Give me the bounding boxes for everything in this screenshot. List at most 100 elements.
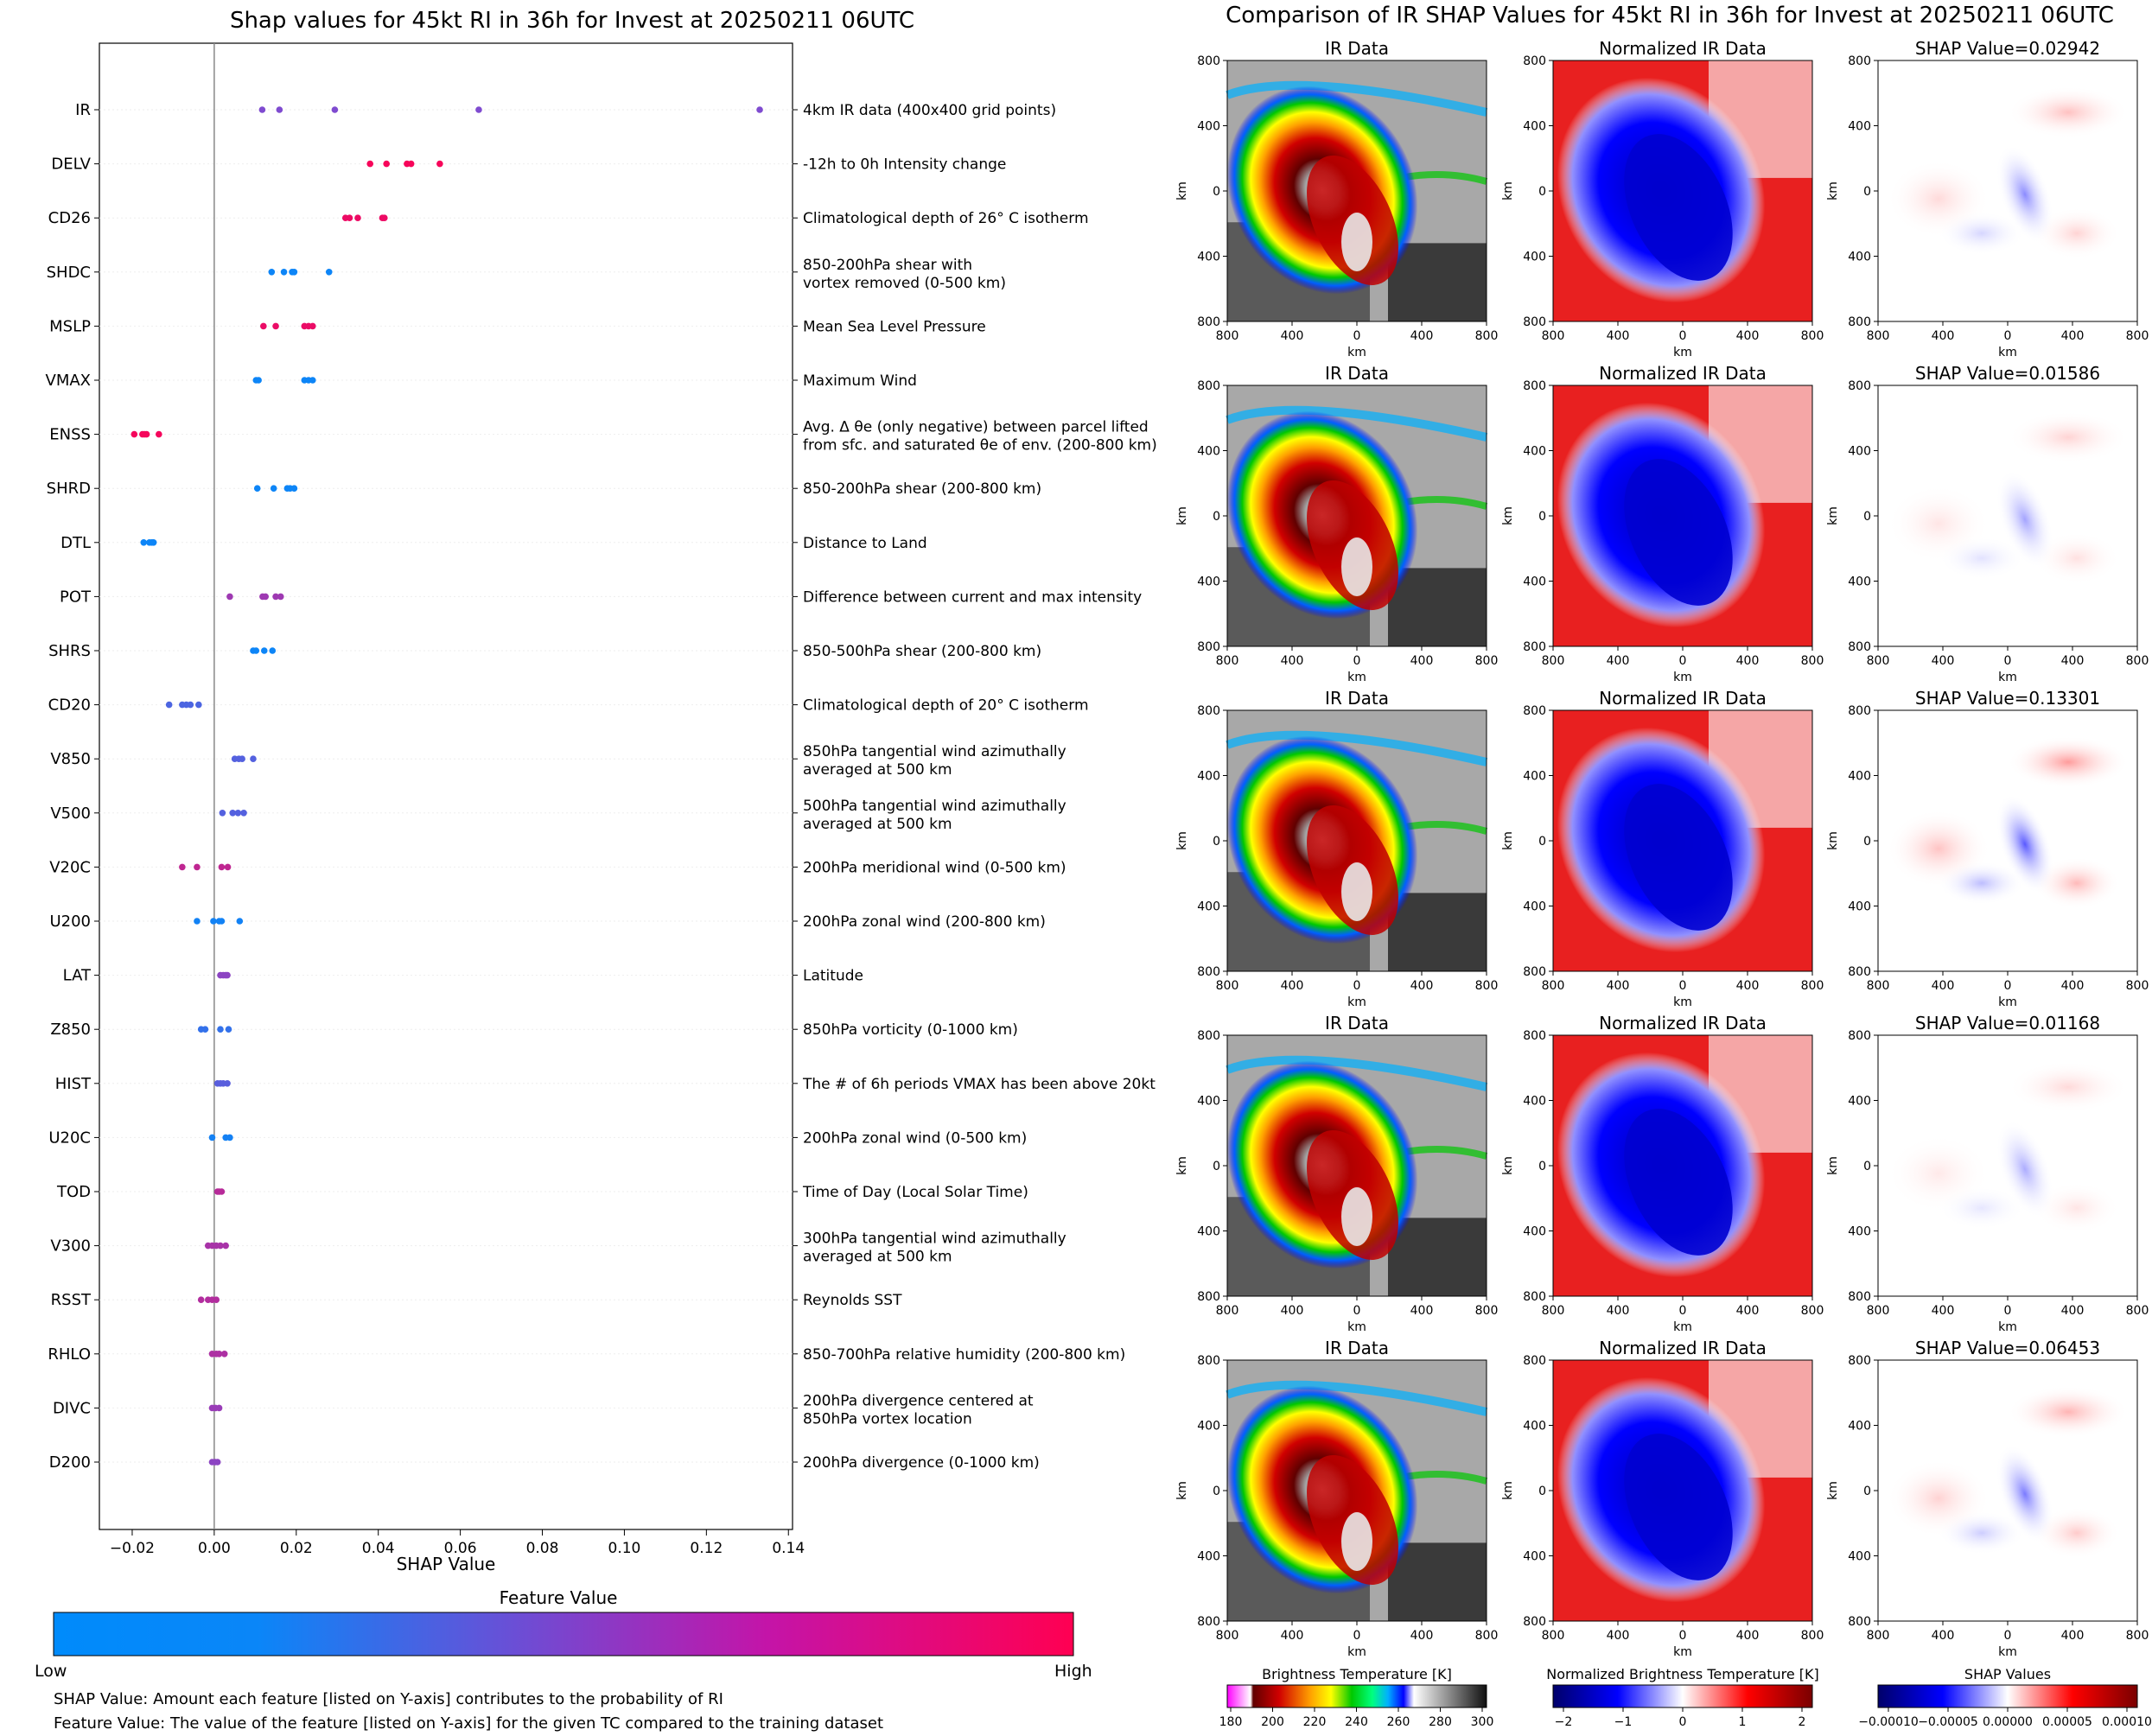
ir-cold-top	[1341, 862, 1372, 921]
shap-point-mslp	[260, 322, 267, 330]
shap-point-u200	[218, 918, 226, 925]
shap-point-v20c	[194, 863, 201, 871]
feature-description: 850-500hPa shear (200-800 km)	[803, 643, 1041, 660]
colorbar-title: Feature Value	[500, 1587, 618, 1608]
feature-description: Latitude	[803, 968, 863, 985]
x-tick-label: 800	[1475, 329, 1499, 343]
feature-label-dtl: DTL	[60, 534, 91, 552]
shap-point-u200	[210, 918, 217, 925]
y-axis-label: km	[1501, 1481, 1515, 1500]
image-grid: IR Data80080040040000400400800800kmkmNor…	[1175, 38, 2149, 1659]
shap-point-dtl	[150, 539, 157, 546]
y-tick-label: 800	[1197, 315, 1220, 329]
ir-cloud-band	[1226, 1055, 1488, 1091]
feature-description: Maximum Wind	[803, 372, 917, 390]
colorbar-tick-label: 280	[1429, 1715, 1452, 1729]
feature-label-v850: V850	[50, 750, 91, 768]
ir-dark-region	[1388, 1542, 1487, 1621]
y-tick-label: 800	[1523, 1290, 1546, 1304]
feature-label-vmax: VMAX	[46, 372, 92, 390]
y-tick-label: 400	[1848, 120, 1871, 134]
y-tick-label: 400	[1848, 445, 1871, 459]
feature-description: averaged at 500 km	[803, 816, 952, 833]
subplot-title: SHAP Value=0.01586	[1915, 363, 2100, 384]
x-axis-label: km	[1998, 1320, 2017, 1334]
x-tick-label: 400	[1607, 329, 1630, 343]
shap-point-shrs	[252, 647, 260, 654]
x-tick-label: 800	[1475, 1629, 1499, 1643]
y-tick-label: 800	[1848, 965, 1871, 979]
x-tick-label: 800	[1542, 1629, 1565, 1643]
y-tick-label: 800	[1848, 315, 1871, 329]
y-tick-label: 0	[1213, 185, 1220, 199]
colorbar-tick-label: 220	[1303, 1715, 1327, 1729]
shap-point-shrs	[269, 647, 277, 654]
feature-description: Time of Day (Local Solar Time)	[802, 1184, 1028, 1201]
shap-point-vmax	[255, 377, 262, 384]
shap-point-vmax	[309, 377, 316, 384]
colorbar-tick-label: 0.00010	[2102, 1715, 2152, 1729]
feature-description: Climatological depth of 20° C isotherm	[803, 697, 1089, 715]
shap-positive-region	[2034, 532, 2120, 584]
left-chart-title: Shap values for 45kt RI in 36h for Inves…	[230, 8, 914, 34]
feature-description: 4km IR data (400x400 grid points)	[803, 102, 1056, 119]
x-tick-label: 800	[1475, 1304, 1499, 1318]
x-tick-label: 800	[1475, 979, 1499, 993]
y-tick-label: 0	[1863, 185, 1871, 199]
norm-convection	[1624, 1434, 1733, 1580]
plot-area	[99, 42, 793, 1530]
feature-label-rsst: RSST	[51, 1291, 92, 1309]
feature-description: 850hPa vortex location	[803, 1410, 972, 1428]
x-axis-label: km	[1347, 995, 1366, 1009]
x-tick-label: 0	[1353, 1629, 1361, 1643]
shap-image-5: SHAP Value=0.064538008004004000040040080…	[1826, 1338, 2149, 1659]
shap-negative-region	[1939, 862, 2025, 905]
feature-description: 200hPa meridional wind (0-500 km)	[803, 859, 1066, 876]
colorbar-tick-label: 0.00000	[1983, 1715, 2033, 1729]
x-tick-label: 400	[1410, 654, 1434, 668]
feature-description: 500hPa tangential wind azimuthally	[803, 798, 1066, 815]
x-axis-ticks: −0.02 0.00 0.02 0.04 0.06 0.08 0.10 0.12 0.14	[110, 1529, 805, 1557]
shap-summary-panel: Shap values for 45kt RI in 36h for Inves…	[35, 8, 1157, 1733]
shap-positive-region	[2008, 736, 2129, 788]
y-axis-label: km	[1826, 831, 1840, 850]
feature-label-cd20: CD20	[48, 696, 91, 715]
ir-dark-region	[1388, 243, 1487, 321]
shap-point-rhlo	[220, 1351, 228, 1358]
feature-label-shdc: SHDC	[47, 264, 91, 282]
y-axis-label: km	[1175, 506, 1189, 525]
ir-cloud-band	[1226, 1380, 1488, 1416]
image-colorbar	[1226, 1684, 1487, 1708]
shap-points	[131, 106, 763, 1466]
x-tick-label: 0	[2004, 1304, 2012, 1318]
feature-label-cd26: CD26	[48, 209, 91, 227]
footnote-shap: SHAP Value: Amount each feature [listed …	[54, 1690, 723, 1708]
x-tick-label: 800	[1867, 979, 1890, 993]
ir-comparison-panel: Comparison of IR SHAP Values for 45kt RI…	[1175, 3, 2152, 1729]
y-tick-label: 0	[1538, 510, 1546, 524]
subplot-title: SHAP Value=0.06453	[1915, 1338, 2100, 1358]
shap-point-ir	[258, 106, 266, 113]
normalized-ir-image-5: Normalized IR Data8008004004000040040080…	[1501, 1338, 1824, 1659]
y-tick-label: 0	[1863, 1160, 1871, 1173]
shap-point-v500	[234, 810, 242, 817]
shap-point-dtl	[140, 539, 148, 546]
shap-point-v500	[229, 810, 237, 817]
shap-point-v20c	[224, 863, 232, 871]
x-tick-label: 400	[1736, 329, 1760, 343]
x-tick-label: 400	[1281, 654, 1304, 668]
subplot-title: IR Data	[1325, 38, 1389, 59]
colorbar-tick-label: 260	[1387, 1715, 1410, 1729]
feature-description: Distance to Land	[803, 535, 927, 552]
norm-convection	[1624, 134, 1733, 281]
x-tick-label: 800	[1867, 654, 1890, 668]
y-tick-label: 800	[1523, 54, 1546, 68]
subplot-title: Normalized IR Data	[1599, 1013, 1767, 1033]
y-tick-label: 400	[1197, 770, 1220, 784]
shap-point-rsst	[197, 1296, 205, 1303]
shap-point-ir	[276, 106, 283, 113]
y-tick-label: 400	[1197, 120, 1220, 134]
